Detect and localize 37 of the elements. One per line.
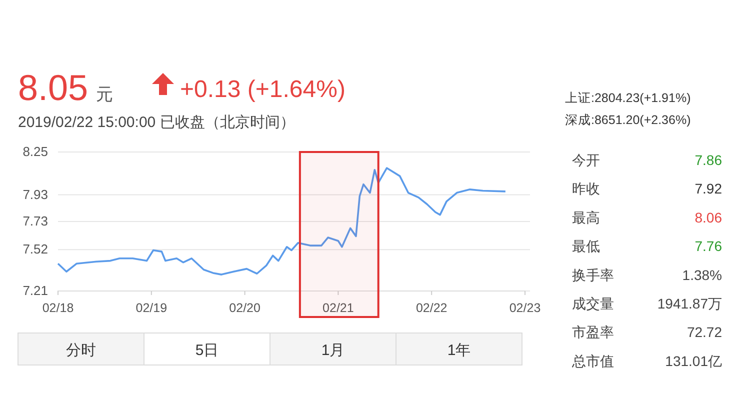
text: 深成:8651.20(+2.36%) <box>565 113 691 127</box>
x-tick-label: 02/22 <box>416 300 448 315</box>
line-series <box>57 167 506 276</box>
text: 上证:2804.23(+1.91%) <box>565 91 691 105</box>
text: 昨收 <box>572 180 600 197</box>
tab: 1月 <box>270 332 396 366</box>
tab: 分时 <box>18 332 144 366</box>
text: 最高 <box>572 209 600 226</box>
tab: 1年 <box>396 332 522 366</box>
x-tick-label: 02/23 <box>509 300 541 315</box>
text: 最低 <box>572 238 600 254</box>
y-tick-label: 7.73 <box>22 214 48 229</box>
text: 8.06 <box>694 209 722 226</box>
text: +0.13 (+1.64%) <box>180 76 346 103</box>
x-tick-label: 02/20 <box>229 300 260 315</box>
text: 今开 <box>572 152 600 168</box>
chart-subtitle: 2019/02/22 15:00:00 已收盘（北京时间） <box>18 114 295 131</box>
text: 72.72 <box>686 324 722 340</box>
text: 7.86 <box>694 152 722 168</box>
y-tick-label: 8.25 <box>22 144 48 160</box>
text: 成交量 <box>572 296 614 312</box>
chart-title: 8.05 元 <box>18 67 114 108</box>
text: 1941.87万 <box>657 296 722 312</box>
y-tick-label: 7.93 <box>22 186 48 202</box>
text: 1.38% <box>682 266 722 283</box>
x-tick-label: 02/19 <box>136 300 168 315</box>
tab: 5日 <box>144 332 270 366</box>
text: 市盈率 <box>572 324 614 340</box>
text: 总市值 <box>571 352 614 369</box>
text: 131.01亿 <box>665 352 722 369</box>
y-tick-label: 7.52 <box>22 242 48 257</box>
y-tick-label: 7.21 <box>22 283 48 298</box>
text: 换手率 <box>572 266 614 283</box>
text: 7.92 <box>694 180 722 197</box>
x-tick-label: 02/21 <box>322 300 354 315</box>
x-tick-label: 02/18 <box>42 300 74 315</box>
text: 7.76 <box>694 238 722 254</box>
